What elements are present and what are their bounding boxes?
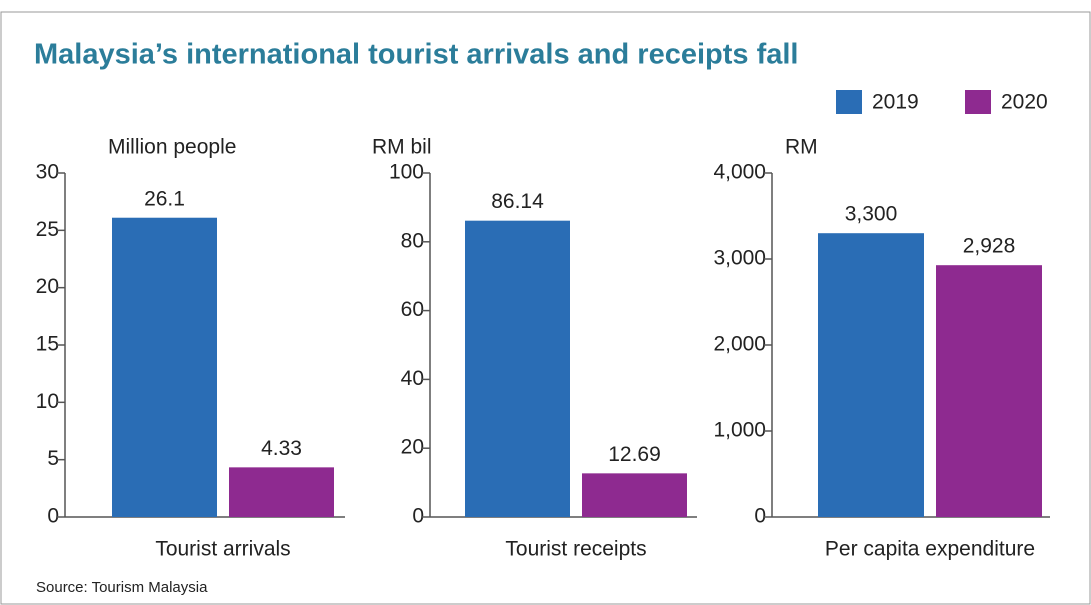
y-axis-label: RM: [785, 136, 818, 159]
value-label: 3,300: [845, 203, 898, 226]
x-axis-label: Tourist arrivals: [155, 538, 290, 561]
x-axis-label: Tourist receipts: [505, 538, 646, 561]
y-tick-label: 100: [389, 161, 424, 184]
bar: [818, 233, 924, 517]
y-tick-label: 5: [47, 447, 59, 470]
y-tick-label: 25: [36, 218, 59, 241]
bar: [936, 265, 1042, 517]
y-tick-label: 4,000: [713, 161, 766, 184]
y-tick-label: 20: [401, 436, 424, 459]
y-tick-label: 15: [36, 333, 59, 356]
y-tick-label: 60: [401, 298, 424, 321]
value-label: 4.33: [261, 437, 302, 460]
y-tick-label: 0: [47, 505, 59, 528]
y-tick-label: 3,000: [713, 247, 766, 270]
x-axis-label: Per capita expenditure: [825, 538, 1035, 561]
y-tick-label: 30: [36, 161, 59, 184]
source-note: Source: Tourism Malaysia: [36, 579, 208, 596]
y-tick-label: 20: [36, 275, 59, 298]
legend-swatch: [836, 90, 862, 114]
y-tick-label: 40: [401, 367, 424, 390]
y-axis-label: Million people: [108, 136, 236, 159]
bar: [229, 467, 334, 517]
bar: [112, 217, 217, 517]
bar: [582, 473, 687, 517]
y-tick-label: 2,000: [713, 333, 766, 356]
y-axis-label: RM bil: [372, 136, 432, 159]
y-tick-label: 10: [36, 390, 59, 413]
bar: [465, 220, 570, 517]
legend-swatch: [965, 90, 991, 114]
value-label: 26.1: [144, 187, 185, 210]
chart-title: Malaysia’s international tourist arrival…: [34, 39, 798, 71]
y-tick-label: 80: [401, 229, 424, 252]
y-tick-label: 0: [412, 505, 424, 528]
legend-label: 2019: [872, 91, 919, 114]
value-label: 86.14: [491, 190, 544, 213]
legend-label: 2020: [1001, 91, 1048, 114]
value-label: 2,928: [963, 235, 1016, 258]
frame: [0, 11, 1091, 605]
y-tick-label: 0: [754, 505, 766, 528]
y-tick-label: 1,000: [713, 419, 766, 442]
value-label: 12.69: [608, 443, 661, 466]
